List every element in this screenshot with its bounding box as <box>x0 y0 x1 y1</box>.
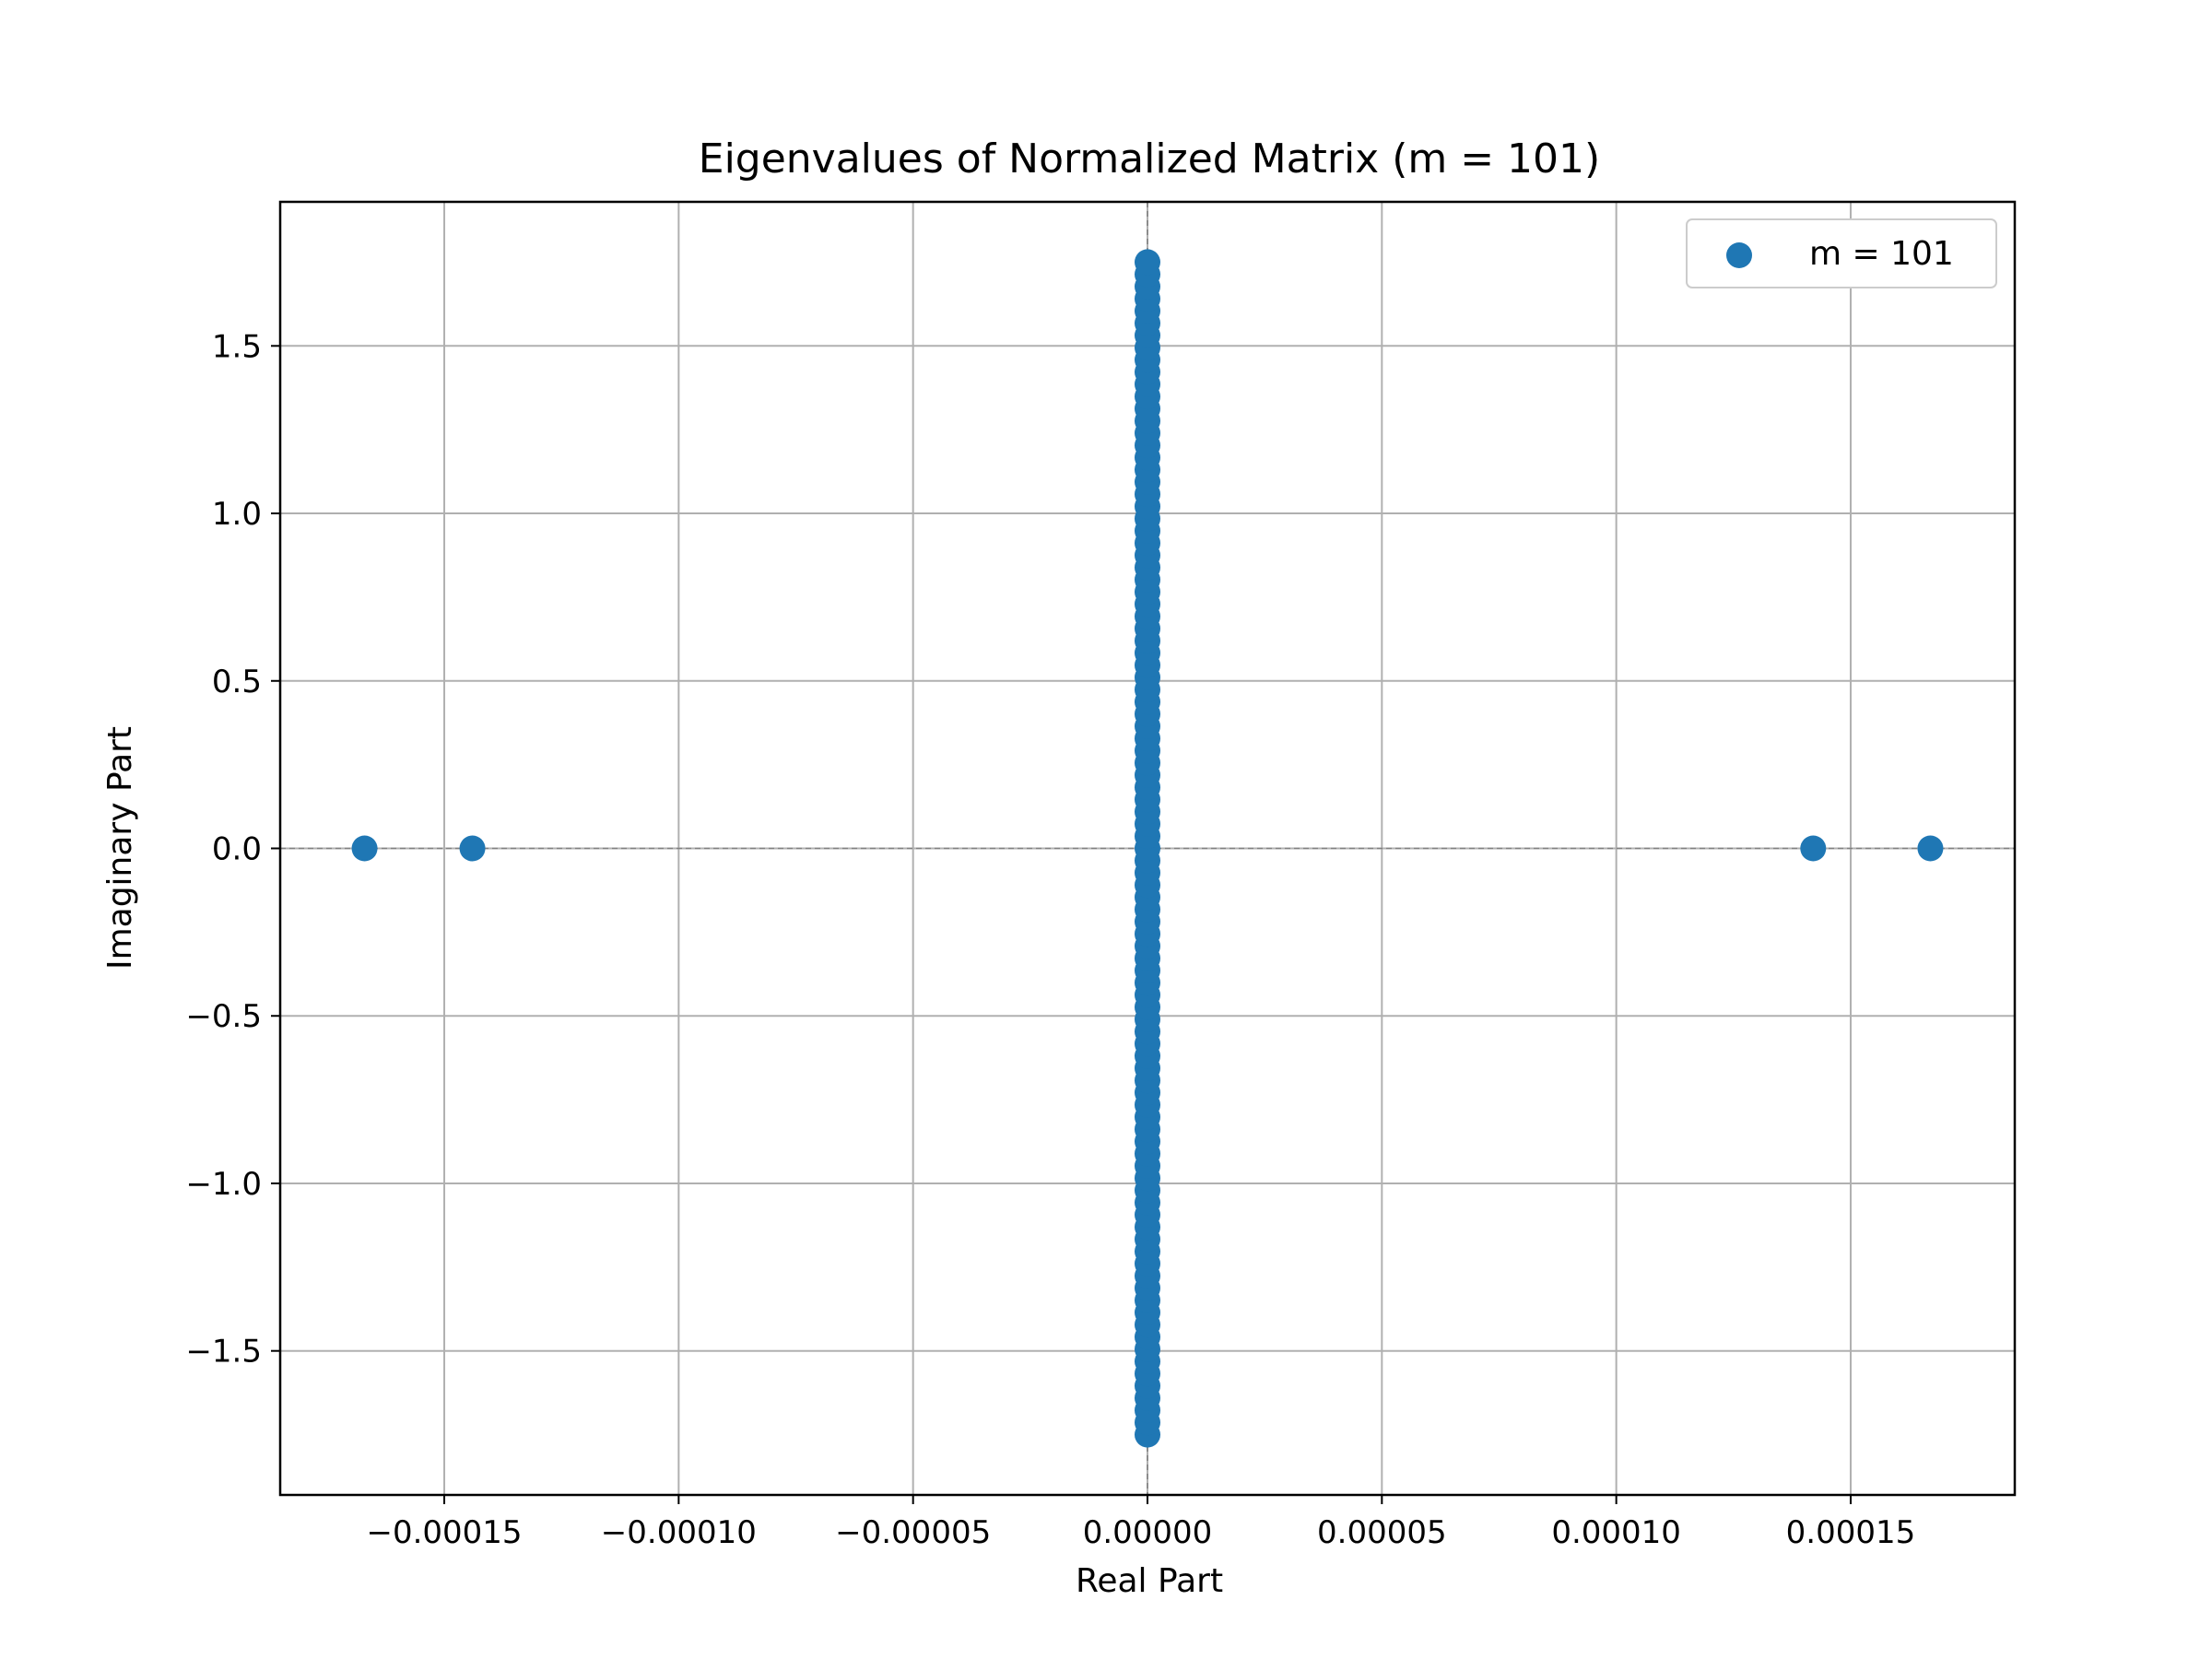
legend-box <box>1686 218 1997 288</box>
scatter-point <box>351 835 378 862</box>
x-tick-label: 0.00015 <box>1786 1514 1916 1551</box>
y-tick-label: 1.5 <box>212 328 262 365</box>
y-tick-label: −1.0 <box>185 1166 262 1203</box>
scatter-point <box>1917 835 1944 862</box>
y-tick-label: 1.0 <box>212 496 262 533</box>
y-tick-label: −0.5 <box>185 998 262 1035</box>
x-axis-label: Real Part <box>1076 1562 1223 1600</box>
chart-title: Eigenvalues of Normalized Matrix (m = 10… <box>699 135 1600 182</box>
y-tick-label: 0.5 <box>212 664 262 700</box>
x-tick-label: −0.00005 <box>835 1514 991 1551</box>
y-tick-label: 0.0 <box>212 831 262 868</box>
x-tick-label: −0.00015 <box>366 1514 522 1551</box>
legend: m = 101 <box>1686 218 1997 288</box>
x-axis-ticks: −0.00015 −0.00010 −0.00005 0.00000 0.00005 0.… <box>366 1495 1915 1551</box>
legend-label: m = 101 <box>1809 235 1954 273</box>
y-axis-label: Imaginary Part <box>101 726 139 970</box>
y-tick-label: −1.5 <box>185 1334 262 1371</box>
scatter-point <box>1135 249 1160 276</box>
scatter-point <box>1800 835 1827 862</box>
data-points <box>351 249 1944 1448</box>
scatter-point <box>459 835 486 862</box>
x-tick-label: 0.00010 <box>1551 1514 1681 1551</box>
x-tick-label: 0.00005 <box>1317 1514 1447 1551</box>
y-axis-ticks: −1.5 −1.0 −0.5 0.0 0.5 1.0 1.5 <box>185 328 280 1371</box>
legend-marker <box>1726 242 1752 268</box>
x-tick-label: −0.00010 <box>601 1514 757 1551</box>
x-tick-label: 0.00000 <box>1083 1514 1213 1551</box>
